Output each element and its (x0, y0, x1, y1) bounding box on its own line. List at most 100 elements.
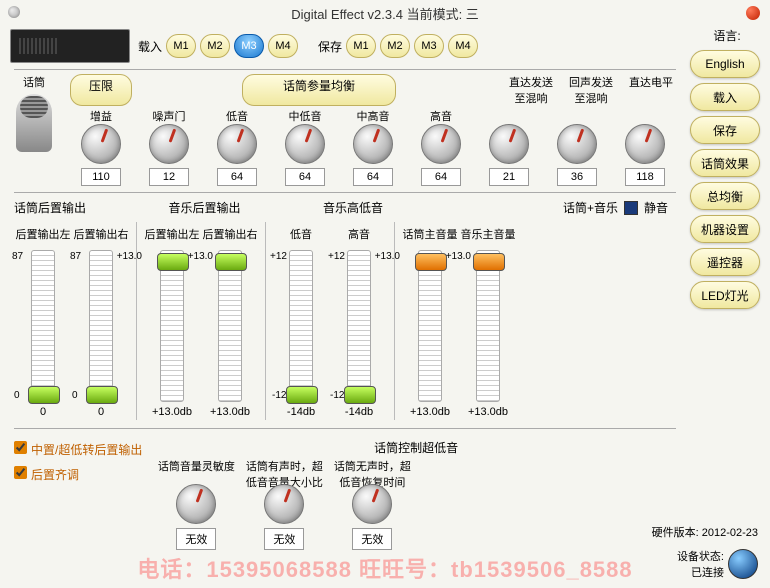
right-btn-7[interactable]: LED灯光 (690, 281, 760, 309)
send3-label: 直达电平 (626, 74, 676, 106)
knob-2[interactable] (217, 124, 257, 164)
load-label: 载入 (138, 38, 162, 55)
slider-3-0-label: 话筒主音量 (401, 222, 459, 248)
slider-0-0-value: 0 (14, 404, 72, 420)
mute-label: 静音 (644, 199, 668, 216)
knob-3[interactable] (285, 124, 325, 164)
bot-knob-2-val: 无效 (352, 528, 392, 550)
right-btn-0[interactable]: English (690, 50, 760, 78)
slider-2-1-thumb[interactable] (344, 386, 376, 404)
slider-1-1-label: 后置输出右 (201, 222, 259, 248)
knob-5[interactable] (421, 124, 461, 164)
slider-2-0-label: 低音 (272, 222, 330, 248)
slider-3-1-label: 音乐主音量 (459, 222, 517, 248)
slider-0-0-track[interactable]: 87 0 (31, 250, 55, 402)
save-m2[interactable]: M2 (380, 34, 410, 58)
knob-2-label: 低音 (204, 108, 270, 122)
right-btn-1[interactable]: 载入 (690, 83, 760, 111)
knob-4-label: 中高音 (340, 108, 406, 122)
knob-1[interactable] (149, 124, 189, 164)
mic-label: 话筒 (6, 74, 62, 90)
compressor-header: 压限 (70, 74, 132, 106)
right-btn-6[interactable]: 遥控器 (690, 248, 760, 276)
slider-0-1-label: 后置输出右 (72, 222, 130, 248)
bot-knob-1[interactable] (264, 484, 304, 524)
load-m1[interactable]: M1 (166, 34, 196, 58)
bot-knob-0-val: 无效 (176, 528, 216, 550)
slider-1-0-value: +13.0db (143, 404, 201, 420)
hw-label: 硬件版本: (652, 527, 699, 539)
right-btn-2[interactable]: 保存 (690, 116, 760, 144)
mute-checkbox[interactable] (624, 201, 638, 215)
slider-3-1-value: +13.0db (459, 404, 517, 420)
bot-knob-2[interactable] (352, 484, 392, 524)
right-btn-5[interactable]: 机器设置 (690, 215, 760, 243)
close-button[interactable] (746, 6, 760, 20)
slider-3-1-track[interactable] (476, 250, 500, 402)
knob-6[interactable] (489, 124, 529, 164)
knob-7[interactable] (557, 124, 597, 164)
memory-load-group: 载入 M1 M2 M3 M4 (138, 34, 298, 58)
knob-6-value: 21 (489, 168, 529, 186)
save-m4[interactable]: M4 (448, 34, 478, 58)
slider-3-1-thumb[interactable] (473, 253, 505, 271)
slider-0-1-track[interactable]: 87 0 +13.0 (89, 250, 113, 402)
memory-save-group: 保存 M1 M2 M3 M4 (318, 34, 478, 58)
save-m1[interactable]: M1 (346, 34, 376, 58)
slider-0-1-value: 0 (72, 404, 130, 420)
knob-7-label (544, 108, 610, 122)
save-m3[interactable]: M3 (414, 34, 444, 58)
knob-8[interactable] (625, 124, 665, 164)
conn-status: 已连接 (677, 564, 724, 580)
slider-3-0-thumb[interactable] (415, 253, 447, 271)
send1-label: 直达发送至混响 (506, 74, 556, 106)
mic-eq-header: 话筒参量均衡 (242, 74, 396, 106)
chk-rear-sync[interactable]: 后置齐调 (14, 462, 142, 487)
knob-0-value: 110 (81, 168, 121, 186)
knob-3-label: 中低音 (272, 108, 338, 122)
slider-1-0-track[interactable]: +13.0 (160, 250, 184, 402)
knob-6-label (476, 108, 542, 122)
bot-knob-0[interactable] (176, 484, 216, 524)
right-btn-4[interactable]: 总均衡 (690, 182, 760, 210)
bot-knob-0-label: 话筒音量灵敏度 (156, 458, 236, 484)
bot-knob-1-label: 话筒有声时，超低音音量大小比例 (244, 458, 324, 484)
watermark-text: 电话：15395068588 旺旺号：tb1539506_8588 (0, 552, 770, 584)
load-m3[interactable]: M3 (234, 34, 264, 58)
slider-3-0-track[interactable]: +13.0 (418, 250, 442, 402)
slider-2-1-value: -14db (330, 404, 388, 420)
load-m4[interactable]: M4 (268, 34, 298, 58)
slider-0-0-label: 后置输出左 (14, 222, 72, 248)
slider-2-1-track[interactable]: +12 -12 +13.0 (347, 250, 371, 402)
conn-status-label: 设备状态: (677, 548, 724, 564)
send2-label: 回声发送至混响 (566, 74, 616, 106)
slider-0-0-thumb[interactable] (28, 386, 60, 404)
knob-1-label: 噪声门 (136, 108, 202, 122)
microphone-icon (16, 94, 52, 152)
slider-1-1-track[interactable] (218, 250, 242, 402)
right-btn-3[interactable]: 话筒效果 (690, 149, 760, 177)
sub-control-title: 话筒控制超低音 (156, 437, 676, 458)
knob-4-value: 64 (353, 168, 393, 186)
knob-8-value: 118 (625, 168, 665, 186)
slider-1-1-value: +13.0db (201, 404, 259, 420)
knob-5-label: 高音 (408, 108, 474, 122)
slider-0-1-thumb[interactable] (86, 386, 118, 404)
knob-0[interactable] (81, 124, 121, 164)
slider-1-1-thumb[interactable] (215, 253, 247, 271)
save-label: 保存 (318, 38, 342, 55)
load-m2[interactable]: M2 (200, 34, 230, 58)
device-image (10, 29, 130, 63)
hw-date: 2012-02-23 (702, 527, 758, 539)
knob-3-value: 64 (285, 168, 325, 186)
slider-2-0-value: -14db (272, 404, 330, 420)
slider-2-0-thumb[interactable] (286, 386, 318, 404)
slider-1-0-label: 后置输出左 (143, 222, 201, 248)
bot-knob-2-label: 话筒无声时，超低音恢复时间 (332, 458, 412, 484)
slider-1-0-thumb[interactable] (157, 253, 189, 271)
slider-2-0-track[interactable]: +12 -12 (289, 250, 313, 402)
chk-rear-output[interactable]: 中置/超低转后置输出 (14, 437, 142, 462)
knob-1-value: 12 (149, 168, 189, 186)
knob-4[interactable] (353, 124, 393, 164)
knob-5-value: 64 (421, 168, 461, 186)
